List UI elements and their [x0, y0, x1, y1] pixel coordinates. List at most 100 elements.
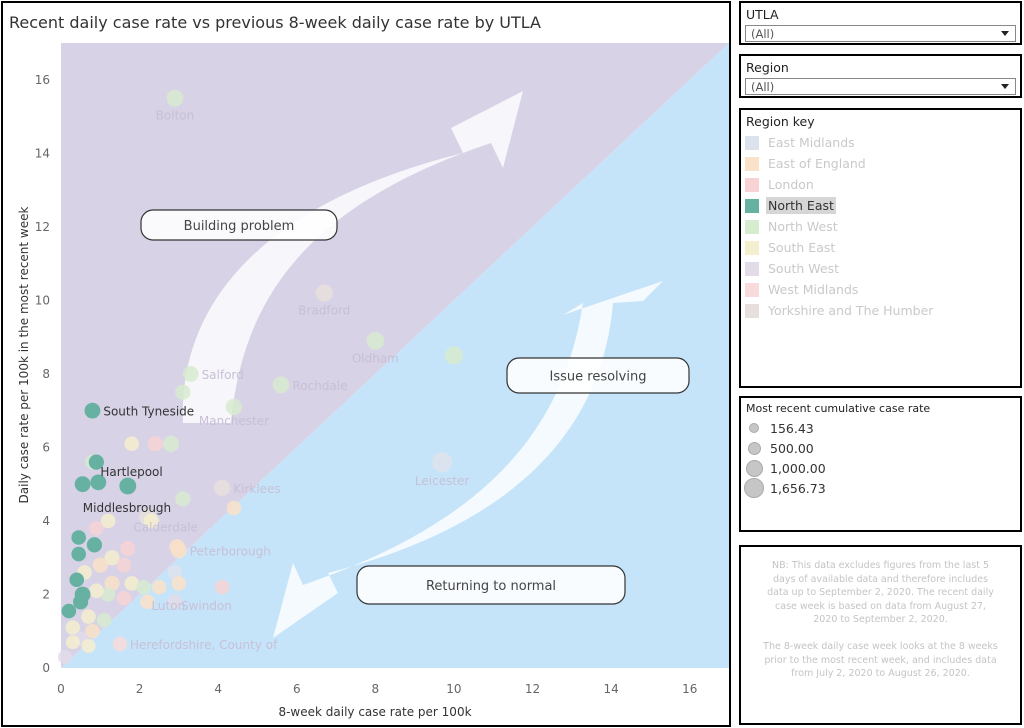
- point-label: Bradford: [298, 304, 350, 318]
- data-point[interactable]: [96, 612, 112, 628]
- data-point[interactable]: [140, 594, 155, 610]
- x-tick-label: 12: [525, 682, 540, 696]
- data-point[interactable]: [182, 365, 199, 382]
- chevron-down-icon: [1001, 84, 1009, 89]
- region-key-label: London: [768, 177, 814, 192]
- size-circle-icon: [744, 459, 764, 477]
- x-tick-label: 4: [214, 682, 222, 696]
- region-dropdown[interactable]: (All): [745, 78, 1016, 95]
- data-point[interactable]: [116, 557, 132, 573]
- region-key-item[interactable]: North East: [745, 195, 1020, 216]
- data-point[interactable]: [86, 537, 103, 553]
- data-point[interactable]: [65, 620, 81, 635]
- size-legend-title: Most recent cumulative case rate: [746, 402, 931, 415]
- data-point[interactable]: [71, 546, 86, 562]
- region-filter: Region (All): [739, 54, 1022, 98]
- data-point[interactable]: [151, 579, 167, 595]
- data-point[interactable]: [162, 435, 180, 452]
- region-key-label: North East: [766, 197, 836, 214]
- size-legend-label: 500.00: [770, 440, 814, 456]
- data-point[interactable]: [90, 474, 107, 491]
- data-point[interactable]: [366, 331, 385, 350]
- region-swatch: [745, 135, 759, 150]
- y-axis-label: Daily case rate per 100k in the most rec…: [17, 206, 31, 503]
- data-point[interactable]: [167, 594, 183, 610]
- utla-dropdown[interactable]: (All): [745, 25, 1016, 42]
- data-point[interactable]: [73, 594, 89, 610]
- point-label: Calderdale: [133, 520, 197, 534]
- building-arrow: [182, 91, 523, 423]
- data-point[interactable]: [100, 587, 116, 602]
- region-key-label: Yorkshire and The Humber: [768, 303, 934, 318]
- zone-label-returning: Returning to normal: [426, 579, 556, 594]
- data-point[interactable]: [175, 384, 191, 400]
- region-key-item[interactable]: South West: [745, 258, 1020, 279]
- size-legend-item: 1,656.73: [744, 478, 1020, 498]
- data-point[interactable]: [143, 513, 159, 529]
- region-dropdown-value: (All): [751, 80, 775, 94]
- data-point[interactable]: [65, 635, 80, 650]
- size-legend-item: 156.43: [744, 418, 1020, 438]
- size-legend-label: 156.43: [770, 420, 814, 436]
- data-point[interactable]: [166, 89, 184, 107]
- data-point[interactable]: [213, 479, 231, 497]
- data-point[interactable]: [85, 623, 100, 639]
- data-point[interactable]: [214, 579, 230, 595]
- region-key-item[interactable]: South East: [745, 237, 1020, 258]
- data-point[interactable]: [104, 550, 120, 566]
- region-swatch: [745, 198, 759, 213]
- region-key-item[interactable]: London: [745, 174, 1020, 195]
- data-point[interactable]: [444, 346, 464, 365]
- point-label: Salford: [202, 368, 244, 382]
- region-swatch: [745, 282, 759, 297]
- data-point[interactable]: [272, 376, 290, 394]
- region-key-item[interactable]: East of England: [745, 153, 1020, 174]
- region-swatch: [745, 261, 759, 276]
- data-point[interactable]: [92, 557, 108, 573]
- data-point[interactable]: [119, 477, 137, 495]
- data-point[interactable]: [226, 500, 242, 516]
- data-point[interactable]: [116, 590, 132, 606]
- data-point[interactable]: [315, 284, 333, 302]
- data-point[interactable]: [167, 565, 183, 580]
- data-point[interactable]: [171, 576, 187, 591]
- note-paragraph-2: The 8-week daily case week looks at the …: [763, 640, 998, 680]
- data-point[interactable]: [61, 603, 77, 619]
- note-paragraph-1: NB: This data excludes figures from the …: [767, 560, 994, 626]
- data-point[interactable]: [88, 454, 104, 470]
- point-label: Herefordshire, County of: [130, 638, 278, 652]
- region-key-item[interactable]: East Midlands: [745, 132, 1020, 153]
- data-point[interactable]: [81, 638, 96, 653]
- data-point[interactable]: [100, 513, 116, 529]
- data-point[interactable]: [225, 398, 243, 416]
- data-point[interactable]: [136, 579, 151, 595]
- data-point[interactable]: [124, 576, 140, 591]
- x-tick-label: 16: [682, 682, 697, 696]
- data-point[interactable]: [175, 491, 191, 507]
- data-point[interactable]: [74, 476, 91, 493]
- data-point[interactable]: [69, 572, 85, 588]
- scatter-plot[interactable]: Building problem Issue resolving Returning…: [3, 3, 729, 725]
- data-point[interactable]: [71, 530, 86, 545]
- region-key-item[interactable]: West Midlands: [745, 279, 1020, 300]
- data-point[interactable]: [147, 436, 163, 452]
- data-point[interactable]: [84, 402, 101, 419]
- zone-label-box: [140, 209, 338, 241]
- region-key-item[interactable]: North West: [745, 216, 1020, 237]
- region-key-label: North West: [768, 219, 838, 234]
- data-point[interactable]: [124, 436, 140, 452]
- data-point[interactable]: [432, 452, 453, 473]
- region-key-item[interactable]: Yorkshire and The Humber: [745, 300, 1020, 321]
- zone-label-box: [356, 565, 626, 605]
- y-tick-label: 16: [35, 73, 50, 87]
- data-point[interactable]: [170, 542, 187, 559]
- data-point[interactable]: [81, 609, 96, 624]
- data-point[interactable]: [89, 520, 104, 536]
- data-point[interactable]: [112, 636, 128, 652]
- resolving-arrow: [273, 281, 663, 638]
- data-point[interactable]: [89, 583, 104, 599]
- data-point[interactable]: [120, 540, 136, 557]
- point-label: Peterborough: [190, 544, 271, 558]
- data-point[interactable]: [57, 650, 72, 664]
- point-label: Bolton: [156, 109, 195, 123]
